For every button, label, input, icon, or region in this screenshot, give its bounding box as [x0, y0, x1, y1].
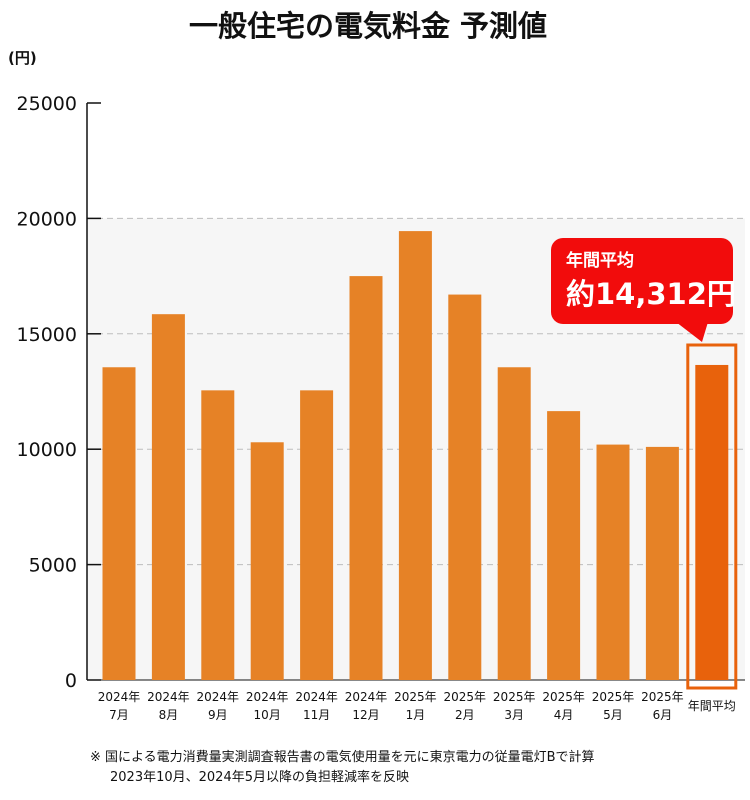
callout-value: 約14,312円	[566, 277, 736, 311]
y-tick-label-5000: 5000	[29, 555, 77, 577]
bar-6	[398, 231, 432, 680]
x-tick-label-month-2: 9月	[208, 708, 228, 722]
x-tick-label-month-1: 8月	[159, 708, 179, 722]
x-tick-label-0: 2024年	[98, 690, 141, 704]
x-tick-label-month-11: 6月	[653, 708, 673, 722]
x-tick-label-11: 2025年	[641, 690, 684, 704]
x-tick-label-6: 2025年	[394, 690, 437, 704]
average-callout: 年間平均 約14,312円	[551, 238, 736, 342]
x-tick-label-4: 2024年	[295, 690, 338, 704]
bar-11	[645, 446, 679, 680]
x-tick-label-month-4: 11月	[303, 708, 330, 722]
x-tick-label-3: 2024年	[246, 690, 289, 704]
bars	[102, 231, 729, 680]
bar-12	[695, 364, 729, 680]
bar-5	[349, 276, 383, 680]
x-tick-label-month-7: 2月	[455, 708, 475, 722]
bar-1	[151, 314, 185, 680]
footnote-line-2: 2023年10月、2024年5月以降の負担軽減率を反映	[110, 770, 409, 785]
bar-2	[201, 390, 235, 680]
bar-8	[497, 367, 531, 680]
x-tick-label-8: 2025年	[493, 690, 536, 704]
y-tick-label-0: 0	[65, 670, 77, 692]
footnote: ※ 国による電力消費量実測調査報告書の電気使用量を元に東京電力の従量電灯Bで計算…	[90, 748, 740, 788]
x-tick-label-month-5: 12月	[352, 708, 379, 722]
x-tick-label-7: 2025年	[444, 690, 487, 704]
x-tick-label-month-6: 1月	[406, 708, 426, 722]
callout-pointer	[676, 322, 708, 342]
x-tick-label-month-3: 10月	[254, 708, 281, 722]
chart: 一般住宅の電気料金 予測値 (円) 0 5000 10000 15000 20000 25…	[8, 9, 745, 722]
x-tick-label-month-8: 3月	[504, 708, 524, 722]
x-tick-label-1: 2024年	[147, 690, 190, 704]
bar-10	[596, 444, 630, 680]
bar-7	[448, 294, 482, 680]
x-axis-tick-labels: 2024年 7月 2024年 8月 2024年 9月 2024年 10月 2024年 11月 202…	[98, 690, 736, 722]
x-tick-label-12: 年間平均	[688, 699, 736, 713]
callout-bubble	[551, 238, 733, 324]
x-tick-label-2: 2024年	[197, 690, 240, 704]
bar-9	[547, 411, 581, 680]
x-tick-label-5: 2024年	[345, 690, 388, 704]
y-tick-label-10000: 10000	[17, 439, 77, 461]
x-tick-label-month-0: 7月	[109, 708, 129, 722]
x-tick-label-10: 2025年	[592, 690, 635, 704]
x-tick-label-month-10: 5月	[603, 708, 623, 722]
bar-3	[250, 442, 284, 680]
average-highlight-box	[686, 343, 738, 690]
y-axis-unit-label: (円)	[8, 49, 37, 67]
bar-0	[102, 367, 136, 680]
x-tick-label-9: 2025年	[542, 690, 585, 704]
x-tick-label-month-9: 4月	[554, 708, 574, 722]
chart-title: 一般住宅の電気料金 予測値	[189, 9, 547, 43]
y-axis-tick-labels: 0 5000 10000 15000 20000 25000	[17, 93, 77, 692]
y-tick-label-25000: 25000	[17, 93, 77, 115]
footnote-line-1: ※ 国による電力消費量実測調査報告書の電気使用量を元に東京電力の従量電灯Bで計算	[90, 750, 595, 765]
y-tick-label-20000: 20000	[17, 208, 77, 230]
bar-4	[300, 390, 334, 680]
y-tick-label-15000: 15000	[17, 324, 77, 346]
callout-label: 年間平均	[566, 250, 634, 271]
